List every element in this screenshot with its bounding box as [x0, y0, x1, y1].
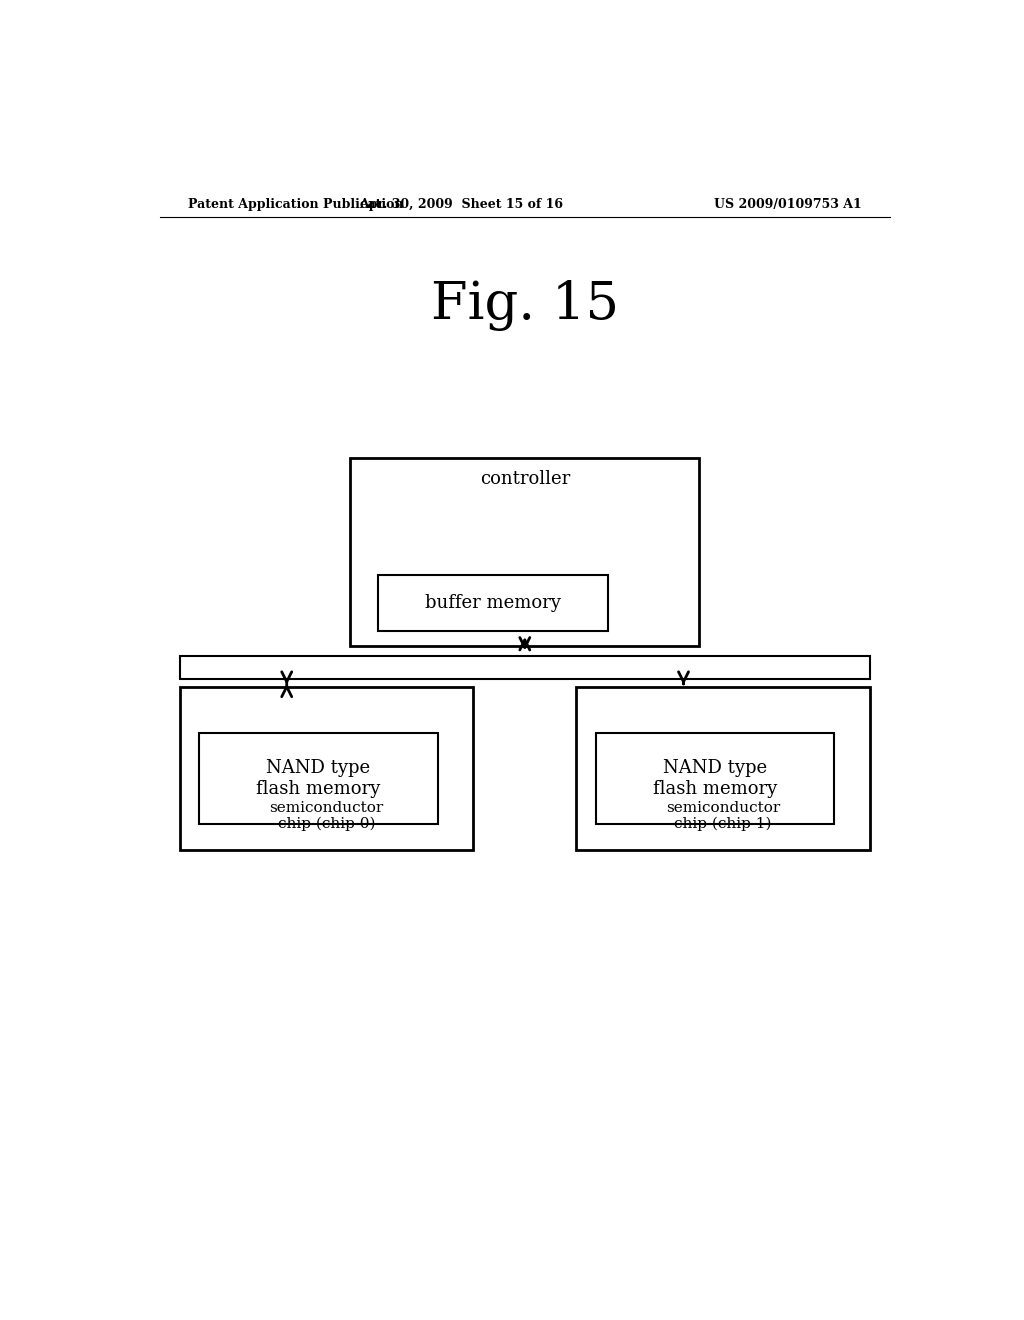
- Bar: [200, 733, 437, 824]
- Bar: [350, 458, 699, 647]
- Bar: [378, 576, 608, 631]
- Text: semiconductor
chip (chip 0): semiconductor chip (chip 0): [269, 801, 384, 832]
- Text: Patent Application Publication: Patent Application Publication: [187, 198, 403, 211]
- Text: semiconductor
chip (chip 1): semiconductor chip (chip 1): [666, 801, 780, 832]
- Bar: [179, 656, 870, 678]
- Text: US 2009/0109753 A1: US 2009/0109753 A1: [715, 198, 862, 211]
- Text: Apr. 30, 2009  Sheet 15 of 16: Apr. 30, 2009 Sheet 15 of 16: [359, 198, 563, 211]
- Bar: [179, 686, 473, 850]
- Text: NAND type
flash memory: NAND type flash memory: [256, 759, 381, 797]
- Text: NAND type
flash memory: NAND type flash memory: [653, 759, 777, 797]
- Text: buffer memory: buffer memory: [425, 594, 561, 612]
- Text: Fig. 15: Fig. 15: [431, 280, 618, 331]
- Bar: [596, 733, 835, 824]
- Bar: [577, 686, 870, 850]
- Text: controller: controller: [479, 470, 570, 488]
